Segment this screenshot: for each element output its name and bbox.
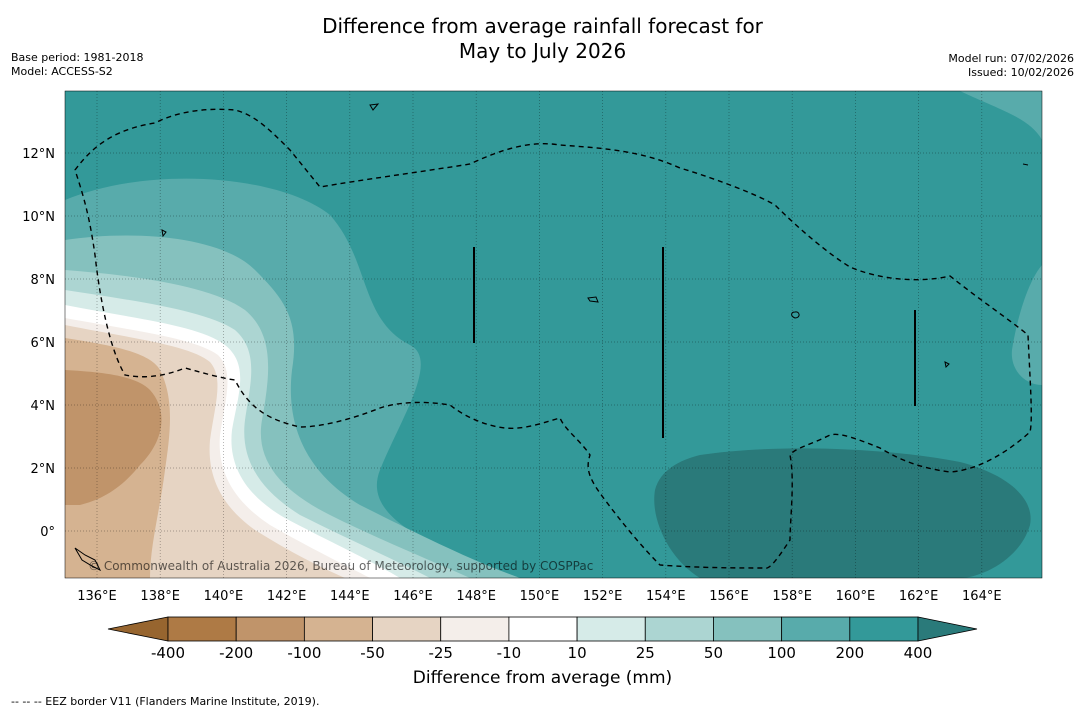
colorbar-tick-label: -400 bbox=[151, 644, 185, 662]
eez-borders bbox=[74, 108, 1032, 569]
lon-label: 150°E bbox=[520, 589, 560, 604]
colorbar bbox=[107, 616, 978, 642]
island-1 bbox=[369, 103, 380, 111]
colorbar-ticks: -400 -200 -100 -50 -25 -10 10 25 50 100 200 400 bbox=[151, 644, 932, 662]
colorbar-segment bbox=[372, 616, 442, 642]
issued-date: Issued: 10/02/2026 bbox=[967, 66, 1074, 79]
island-6 bbox=[944, 361, 950, 369]
colorbar-tick-label: -25 bbox=[428, 644, 453, 662]
title-line-2: May to July 2026 bbox=[458, 39, 627, 63]
map-frame bbox=[64, 90, 1043, 579]
lat-label: 10°N bbox=[22, 210, 55, 225]
lat-label: 0° bbox=[40, 525, 55, 540]
lat-label: 12°N bbox=[22, 147, 55, 162]
lon-label: 146°E bbox=[393, 589, 433, 604]
colorbar-tick-label: 10 bbox=[568, 644, 587, 662]
colorbar-tick-label: -100 bbox=[287, 644, 321, 662]
island-2 bbox=[791, 311, 800, 319]
island-chains bbox=[473, 247, 916, 438]
title-line-1: Difference from average rainfall forecas… bbox=[322, 14, 763, 38]
band-neg-100-200 bbox=[65, 370, 162, 505]
colorbar-segment bbox=[576, 616, 646, 642]
colorbar-segment bbox=[713, 616, 783, 642]
island-3 bbox=[74, 547, 102, 572]
colorbar-extend-high bbox=[917, 616, 978, 642]
meta-left: Base period: 1981-2018 Model: ACCESS-S2 bbox=[11, 51, 143, 79]
lat-label: 4°N bbox=[31, 399, 56, 414]
eez-border-main bbox=[74, 108, 1032, 569]
colorbar-segment bbox=[644, 616, 714, 642]
colorbar-tick-label: -200 bbox=[219, 644, 253, 662]
lon-label: 136°E bbox=[77, 589, 117, 604]
footnote: -- -- -- EEZ border V11 (Flanders Marine… bbox=[11, 695, 320, 708]
colorbar-segment bbox=[508, 616, 578, 642]
lon-label: 138°E bbox=[140, 589, 180, 604]
gridlines bbox=[65, 91, 1042, 578]
lon-label: 148°E bbox=[456, 589, 496, 604]
model-run: Model run: 07/02/2026 bbox=[948, 52, 1074, 65]
lon-label: 158°E bbox=[772, 589, 812, 604]
longitude-labels: 136°E 138°E 140°E 142°E 144°E 146°E 148°E 150°E… bbox=[77, 589, 1001, 604]
band-east-edge bbox=[1011, 265, 1042, 385]
colorbar-extend-low bbox=[107, 616, 169, 642]
band-ne-corner bbox=[960, 91, 1042, 140]
model-name: Model: ACCESS-S2 bbox=[11, 65, 113, 78]
island-4 bbox=[587, 296, 599, 303]
lat-label: 2°N bbox=[31, 462, 56, 477]
colorbar-tick-label: 50 bbox=[704, 644, 723, 662]
lon-label: 160°E bbox=[836, 589, 876, 604]
colorbar-segment bbox=[849, 616, 919, 642]
chart-title: Difference from average rainfall forecas… bbox=[0, 14, 1085, 64]
colorbar-segment bbox=[440, 616, 510, 642]
lon-label: 156°E bbox=[709, 589, 749, 604]
colorbar-tick-label: 25 bbox=[636, 644, 655, 662]
colorbar-tick-label: 100 bbox=[767, 644, 796, 662]
map-plot-area: © Commonwealth of Australia 2026, Bureau… bbox=[65, 91, 1042, 578]
copyright-text: © Commonwealth of Australia 2026, Bureau… bbox=[88, 559, 593, 573]
colorbar-tick-label: 200 bbox=[835, 644, 864, 662]
lat-label: 6°N bbox=[31, 336, 56, 351]
island-5 bbox=[161, 229, 167, 238]
colorbar-segment bbox=[781, 616, 851, 642]
colorbar-segment bbox=[303, 616, 373, 642]
colorbar-title: Difference from average (mm) bbox=[412, 668, 673, 688]
lon-label: 162°E bbox=[899, 589, 939, 604]
lon-label: 152°E bbox=[583, 589, 623, 604]
latitude-labels: 12°N 10°N 8°N 6°N 4°N 2°N 0° bbox=[22, 147, 55, 540]
colorbar-tick-label: 400 bbox=[904, 644, 933, 662]
lon-label: 144°E bbox=[330, 589, 370, 604]
colorbar-tick-label: -10 bbox=[497, 644, 522, 662]
colorbar-segment bbox=[167, 616, 237, 642]
island-7 bbox=[1022, 163, 1029, 166]
lat-label: 8°N bbox=[31, 273, 56, 288]
colorbar-segment bbox=[235, 616, 305, 642]
lon-label: 164°E bbox=[962, 589, 1002, 604]
band-above-400 bbox=[654, 448, 1031, 578]
base-period: Base period: 1981-2018 bbox=[11, 51, 144, 64]
lon-label: 154°E bbox=[646, 589, 686, 604]
meta-right: Model run: 07/02/2026 Issued: 10/02/2026 bbox=[948, 52, 1074, 80]
lon-label: 142°E bbox=[267, 589, 307, 604]
colorbar-tick-label: -50 bbox=[360, 644, 385, 662]
islands bbox=[74, 103, 1029, 572]
lon-label: 140°E bbox=[204, 589, 244, 604]
